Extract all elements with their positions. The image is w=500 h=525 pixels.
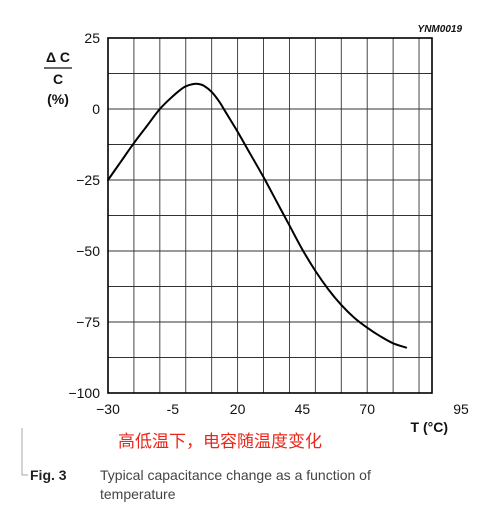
y-tick-labels: 25 0 −25 −50 −75 −100 [68, 30, 100, 401]
caption-bracket [21, 428, 28, 476]
y-axis-label-denominator: C [53, 71, 63, 87]
figure-caption-line-1: Typical capacitance change as a function… [100, 467, 371, 483]
x-tick-label: 70 [359, 401, 375, 417]
x-tick-label: 95 [453, 401, 469, 417]
figure-caption-line-2: temperature [100, 486, 176, 502]
x-tick-label: −30 [96, 401, 120, 417]
y-tick-label: −25 [76, 172, 100, 188]
x-axis-label: T (°C) [411, 419, 448, 435]
y-axis-label: Δ C C (%) [44, 49, 72, 107]
y-tick-label: −75 [76, 314, 100, 330]
plot-frame [107, 37, 433, 394]
annotation-text: 高低温下，电容随温度变化 [118, 432, 322, 452]
x-tick-label: 20 [230, 401, 246, 417]
x-tick-label: -5 [167, 401, 180, 417]
reference-code: YNM0019 [418, 24, 463, 35]
y-axis-label-numerator: Δ C [46, 49, 70, 65]
y-axis-label-unit: (%) [47, 91, 69, 107]
y-tick-label: −100 [68, 385, 100, 401]
y-tick-label: 25 [84, 30, 100, 46]
x-tick-label: 45 [295, 401, 311, 417]
y-tick-label: 0 [92, 101, 100, 117]
series-line-capacitance-change [107, 82, 408, 349]
grid [108, 38, 432, 393]
x-tick-labels: −30 -5 20 45 70 95 [96, 401, 469, 417]
y-tick-label: −50 [76, 243, 100, 259]
figure-number: Fig. 3 [30, 467, 67, 483]
